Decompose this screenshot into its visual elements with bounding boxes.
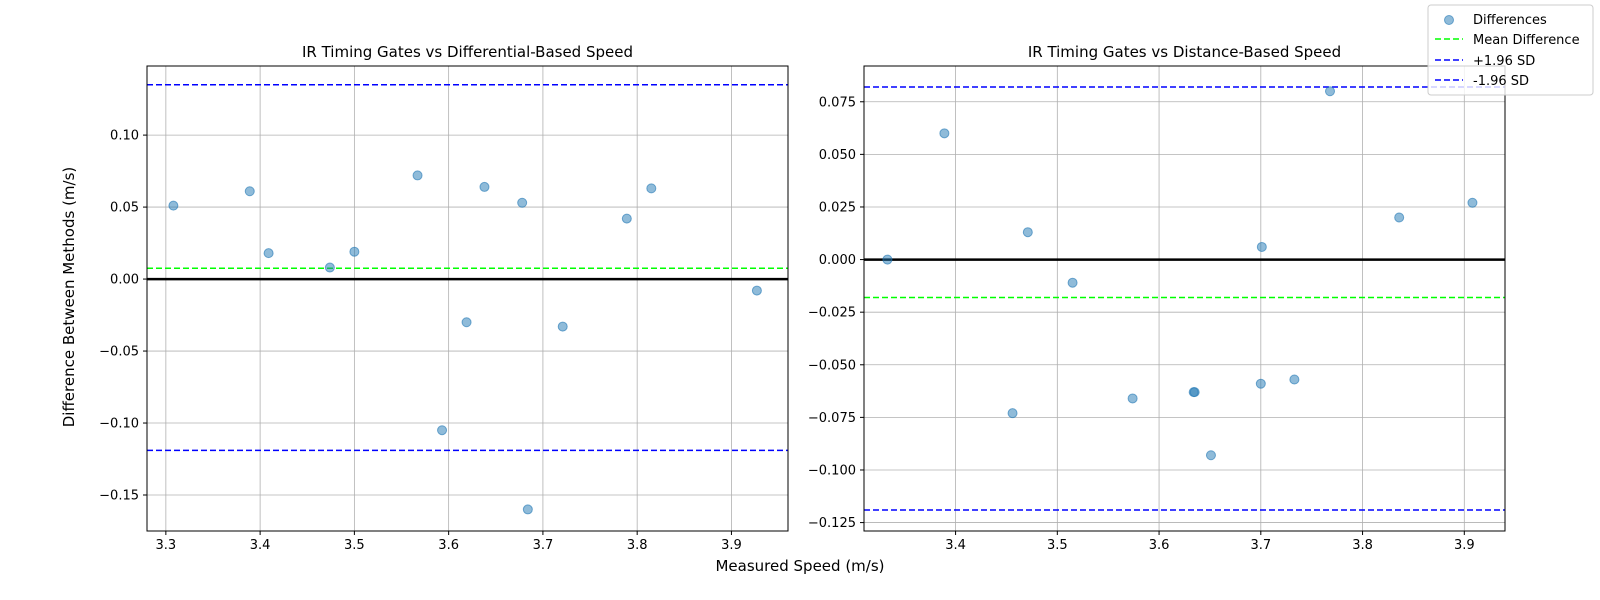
y-tick-label: 0.050 xyxy=(819,148,856,163)
legend-label-mean: Mean Difference xyxy=(1473,33,1580,48)
x-tick-label: 3.6 xyxy=(1149,538,1170,553)
y-tick-label: −0.050 xyxy=(808,358,856,373)
x-tick-label: 3.7 xyxy=(1250,538,1271,553)
y-tick-label: −0.025 xyxy=(808,306,856,321)
x-tick-label: 3.8 xyxy=(1352,538,1373,553)
y-tick-label: −0.15 xyxy=(99,489,139,504)
data-point xyxy=(349,246,360,257)
legend-label-differences: Differences xyxy=(1473,13,1547,28)
data-point xyxy=(324,262,335,273)
x-tick-label: 3.9 xyxy=(1454,538,1475,553)
data-point xyxy=(1256,241,1267,252)
y-tick-label: −0.05 xyxy=(99,345,139,360)
data-point xyxy=(244,186,255,197)
data-point xyxy=(646,183,657,194)
right-subplot: 3.4 3.5 3.6 3.7 3.8 3.9 −0.125 −0.100 −0.075 −0.0… xyxy=(808,43,1506,553)
legend-entry-differences: Differences xyxy=(1444,13,1547,28)
x-tick-label: 3.4 xyxy=(945,538,966,553)
data-point xyxy=(939,128,950,139)
data-point xyxy=(1289,374,1300,385)
axes-frame xyxy=(146,65,789,532)
data-point xyxy=(1467,197,1478,208)
y-tick-label: −0.10 xyxy=(99,417,139,432)
figure-ylabel: Difference Between Methods (m/s) xyxy=(60,167,78,428)
legend: Differences Mean Difference +1.96 SD -1.… xyxy=(1427,4,1594,96)
data-point xyxy=(1189,387,1200,398)
data-point xyxy=(461,317,472,328)
y-tick-label: −0.075 xyxy=(808,411,856,426)
x-tick-label: 3.9 xyxy=(721,538,742,553)
data-point xyxy=(168,200,179,211)
subplot-title: IR Timing Gates vs Distance-Based Speed xyxy=(1028,43,1341,61)
x-tick-label: 3.4 xyxy=(250,538,271,553)
legend-entry-lower-sd: -1.96 SD xyxy=(1435,74,1529,89)
data-point xyxy=(1255,378,1266,389)
y-tick-label: 0.10 xyxy=(110,129,139,144)
data-point xyxy=(517,197,528,208)
axes-frame xyxy=(863,65,1506,532)
x-tick-label: 3.5 xyxy=(1047,538,1068,553)
x-tick-label: 3.6 xyxy=(438,538,459,553)
y-tick-label: 0.00 xyxy=(110,273,139,288)
legend-label-upper-sd: +1.96 SD xyxy=(1473,54,1535,69)
data-point xyxy=(1205,450,1216,461)
data-point xyxy=(1067,277,1078,288)
subplot-title: IR Timing Gates vs Differential-Based Sp… xyxy=(302,43,633,61)
legend-entry-mean: Mean Difference xyxy=(1435,33,1580,48)
data-point xyxy=(751,285,762,296)
data-point xyxy=(479,181,490,192)
legend-frame xyxy=(1427,4,1594,96)
y-tick-label: 0.000 xyxy=(819,253,856,268)
legend-entry-upper-sd: +1.96 SD xyxy=(1435,54,1535,69)
y-tick-label: −0.125 xyxy=(808,516,856,531)
data-point xyxy=(263,248,274,259)
data-point xyxy=(522,504,533,515)
data-point xyxy=(412,170,423,181)
data-point xyxy=(557,321,568,332)
left-subplot: 3.3 3.4 3.5 3.6 3.7 3.8 3.9 −0.15 −0.10 −0.05 0.00… xyxy=(99,43,789,553)
data-point xyxy=(1022,227,1033,238)
y-tick-label: 0.05 xyxy=(110,201,139,216)
legend-label-lower-sd: -1.96 SD xyxy=(1473,74,1529,89)
y-tick-label: 0.075 xyxy=(819,95,856,110)
data-point xyxy=(621,213,632,224)
legend-marker-differences xyxy=(1444,15,1454,25)
x-tick-label: 3.8 xyxy=(627,538,648,553)
data-point xyxy=(1007,408,1018,419)
figure-xlabel: Measured Speed (m/s) xyxy=(715,557,884,575)
data-point xyxy=(882,254,893,265)
x-tick-label: 3.5 xyxy=(344,538,365,553)
data-point xyxy=(1394,212,1405,223)
y-tick-label: −0.100 xyxy=(808,463,856,478)
data-point xyxy=(1324,86,1335,97)
x-tick-label: 3.7 xyxy=(533,538,554,553)
data-point xyxy=(437,425,448,436)
data-point xyxy=(1127,393,1138,404)
x-tick-label: 3.3 xyxy=(156,538,177,553)
y-tick-label: 0.025 xyxy=(819,200,856,215)
